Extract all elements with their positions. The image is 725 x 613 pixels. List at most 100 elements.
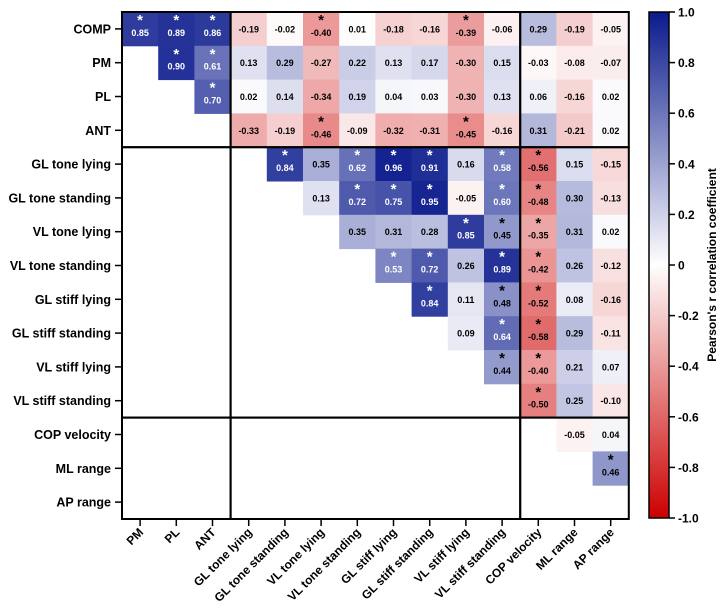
row-label: VL stiff lying bbox=[36, 360, 111, 374]
heatmap-cell bbox=[556, 147, 594, 182]
heatmap-cell bbox=[303, 113, 340, 148]
heatmap-cell bbox=[230, 12, 268, 47]
cell-value: 0.29 bbox=[530, 24, 548, 34]
cell-value: 0.90 bbox=[168, 62, 186, 72]
heatmap-cell bbox=[592, 12, 630, 47]
heatmap-cell bbox=[592, 79, 630, 114]
heatmap-cell bbox=[122, 12, 159, 47]
significance-star: * bbox=[499, 350, 505, 367]
row-label: COMP bbox=[74, 22, 112, 36]
cell-value: 0.96 bbox=[385, 163, 403, 173]
cell-value: 0.04 bbox=[385, 92, 403, 102]
cell-value: -0.45 bbox=[456, 129, 477, 139]
heatmap-cell bbox=[339, 79, 376, 114]
heatmap-cell bbox=[375, 79, 413, 114]
cell-value: -0.05 bbox=[600, 24, 621, 34]
cell-value: -0.27 bbox=[311, 58, 332, 68]
heatmap-cell bbox=[592, 316, 630, 351]
heatmap-cell bbox=[592, 350, 630, 385]
heatmap-cell bbox=[375, 181, 413, 216]
significance-star: * bbox=[354, 181, 360, 198]
significance-star: * bbox=[463, 215, 469, 232]
colorbar-tick-label: 0.8 bbox=[678, 56, 695, 70]
cell-value: -0.52 bbox=[528, 298, 549, 308]
cell-value: 0.53 bbox=[385, 265, 403, 275]
significance-star: * bbox=[535, 249, 541, 266]
heatmap-cell bbox=[447, 248, 485, 283]
significance-star: * bbox=[391, 147, 397, 164]
heatmap-cell bbox=[556, 350, 594, 385]
heatmap-cell bbox=[411, 147, 449, 182]
heatmap-cell bbox=[556, 282, 594, 317]
cell-value: -0.48 bbox=[528, 197, 549, 207]
colorbar: 1.0 0.8 0.6 0.4 0.2 0 -0.2 -0.4 -0.6 -0.8 -1.0 Pea… bbox=[648, 6, 719, 526]
significance-star: * bbox=[318, 12, 324, 29]
cell-value: 0.31 bbox=[566, 227, 584, 237]
colorbar-gradient bbox=[648, 11, 670, 519]
significance-star: * bbox=[391, 249, 397, 266]
significance-star: * bbox=[354, 147, 360, 164]
cell-value: -0.11 bbox=[601, 329, 621, 339]
heatmap-cell bbox=[556, 417, 594, 452]
cell-value: 0.22 bbox=[349, 58, 367, 68]
heatmap-cell bbox=[484, 45, 521, 81]
cell-value: 0.13 bbox=[493, 92, 511, 102]
heatmap-cell bbox=[375, 45, 413, 81]
heatmap-cell bbox=[484, 248, 521, 283]
heatmap-cell bbox=[194, 79, 232, 114]
heatmap-cell bbox=[520, 181, 557, 216]
colorbar-ticks: 1.0 0.8 0.6 0.4 0.2 0 -0.2 -0.4 -0.6 -0.8 -1.0 bbox=[669, 6, 699, 526]
heatmap-cell bbox=[411, 45, 449, 81]
cell-value: -0.18 bbox=[383, 24, 404, 34]
heatmap-cell bbox=[592, 248, 630, 283]
cell-value: -0.03 bbox=[528, 58, 549, 68]
significance-star: * bbox=[499, 215, 505, 232]
row-label: VL tone standing bbox=[10, 259, 111, 273]
significance-star: * bbox=[499, 147, 505, 164]
heatmap-cell bbox=[484, 147, 521, 182]
heatmap-cell bbox=[339, 113, 376, 148]
colorbar-tick-label: 0 bbox=[678, 259, 685, 273]
significance-star: * bbox=[499, 249, 505, 266]
cell-value: 0.03 bbox=[421, 92, 439, 102]
cell-value: 0.09 bbox=[457, 329, 475, 339]
cell-value: 0.46 bbox=[602, 467, 620, 477]
heatmap-cell bbox=[484, 350, 521, 385]
significance-star: * bbox=[608, 451, 614, 468]
heatmap-values: 0.85*0.89*0.86*-0.19 -0.02 -0.40*0.01 -0.18… bbox=[131, 12, 621, 477]
cell-value: -0.40 bbox=[528, 366, 549, 376]
group-border bbox=[121, 146, 232, 419]
colorbar-tick-label: -0.8 bbox=[678, 461, 699, 475]
cell-value: 0.75 bbox=[385, 197, 403, 207]
heatmap-cell bbox=[447, 12, 485, 47]
cell-value: 0.61 bbox=[204, 62, 222, 72]
heatmap-cell bbox=[303, 79, 340, 114]
cell-value: 0.15 bbox=[566, 160, 584, 170]
heatmap-cell bbox=[411, 214, 449, 250]
heatmap-cell bbox=[556, 181, 594, 216]
significance-star: * bbox=[535, 147, 541, 164]
heatmap-cell bbox=[266, 12, 304, 47]
heatmap-cell bbox=[520, 113, 557, 148]
heatmap-cell bbox=[556, 214, 594, 250]
heatmap-cell bbox=[484, 113, 521, 148]
significance-star: * bbox=[463, 113, 469, 130]
cell-value: 0.31 bbox=[385, 227, 403, 237]
heatmap-cell bbox=[158, 45, 195, 81]
heatmap-cell bbox=[520, 316, 557, 351]
heatmap-cell bbox=[411, 12, 449, 47]
heatmap-cell bbox=[556, 45, 594, 81]
significance-star: * bbox=[499, 316, 505, 333]
heatmap-cell bbox=[375, 113, 413, 148]
cell-value: -0.30 bbox=[456, 92, 477, 102]
heatmap-cell bbox=[447, 181, 485, 216]
row-label: COP velocity bbox=[34, 428, 111, 442]
cell-value: 0.07 bbox=[602, 362, 620, 372]
colorbar-tick-label: 0.4 bbox=[678, 157, 695, 171]
cell-value: -0.31 bbox=[419, 126, 440, 136]
group-border bbox=[229, 416, 522, 521]
significance-star: * bbox=[391, 181, 397, 198]
colorbar-tick-label: -1.0 bbox=[678, 512, 699, 526]
